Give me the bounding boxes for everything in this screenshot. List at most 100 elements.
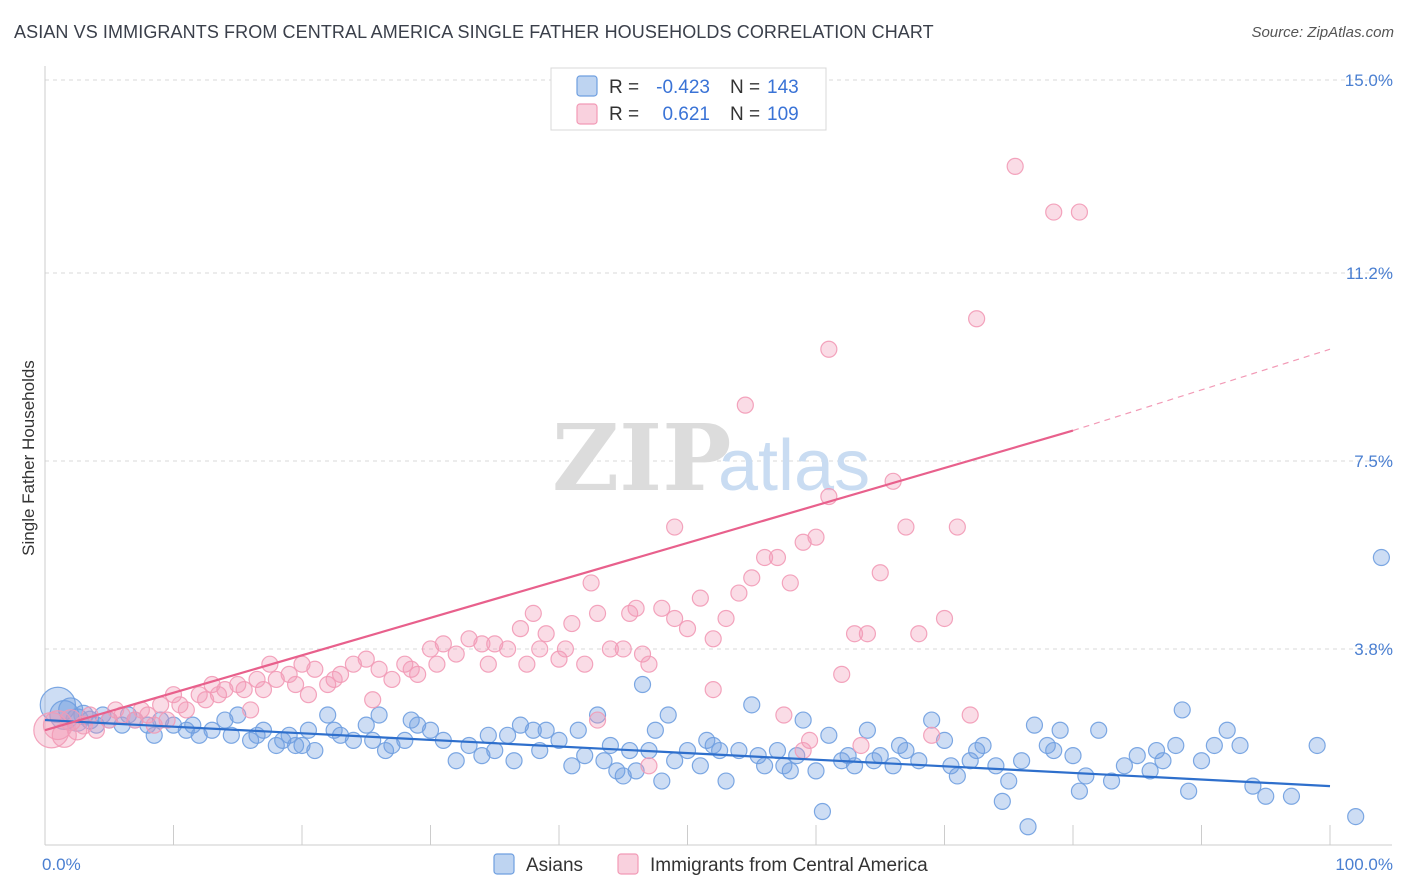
asians-point — [524, 721, 542, 739]
immigrants-point — [531, 640, 549, 658]
immigrants-point — [633, 645, 652, 663]
immigrants-point — [447, 645, 465, 663]
asians-point — [511, 716, 530, 734]
asians-point — [306, 741, 324, 760]
asians-point — [537, 721, 555, 739]
immigrants-point — [524, 604, 542, 623]
immigrants-point — [357, 650, 375, 668]
immigrants-point — [768, 548, 787, 567]
legend-label-immigrants: Immigrants from Central America — [650, 855, 928, 876]
asians-point — [1205, 736, 1223, 755]
asians-point — [807, 762, 825, 780]
immigrants-point — [833, 665, 851, 683]
asians-point — [479, 726, 497, 744]
immigrants-point — [897, 518, 915, 536]
grid-lines — [45, 79, 1392, 650]
asians-point — [229, 706, 247, 724]
asians-point — [1025, 716, 1044, 734]
legend-r-value: 0.621 — [662, 104, 710, 125]
asians-point — [974, 736, 992, 755]
asians-point — [646, 721, 664, 739]
asians-point — [1218, 721, 1236, 739]
asians-point — [357, 716, 375, 734]
immigrants-point — [704, 680, 722, 699]
immigrants-point — [139, 706, 157, 724]
immigrants-point — [370, 660, 388, 678]
immigrants-point — [640, 757, 658, 775]
immigrants-point — [743, 569, 761, 587]
y-axis-label: Single Father Households — [19, 360, 38, 556]
asians-point — [1064, 747, 1082, 765]
immigrants-point — [653, 599, 671, 617]
trend-lines — [44, 348, 1331, 788]
immigrants-point — [499, 640, 517, 658]
immigrants-point — [704, 630, 722, 648]
asians-point — [839, 747, 857, 765]
asians-point — [1147, 741, 1166, 760]
immigrants-point — [775, 706, 793, 724]
immigrants-point — [409, 665, 427, 683]
immigrants-point — [588, 604, 607, 623]
asians-point — [993, 792, 1011, 810]
immigrants-point — [518, 655, 536, 673]
asians-point — [1372, 548, 1391, 567]
asians-point — [1180, 782, 1198, 800]
asians-point — [319, 706, 337, 724]
immigrants-point — [473, 635, 491, 653]
asians-point — [588, 706, 607, 724]
legend-r-value: -0.423 — [656, 77, 710, 98]
asians-point — [1257, 787, 1275, 805]
asians-point — [286, 736, 305, 755]
immigrants-point — [306, 660, 324, 678]
axes — [44, 66, 1392, 846]
x-tick-label: 0.0% — [42, 855, 81, 874]
immigrants-point — [563, 614, 581, 633]
asians-point — [1045, 741, 1063, 760]
immigrants-point — [158, 711, 176, 729]
asians-point — [1308, 736, 1326, 755]
asians-point — [987, 757, 1005, 775]
asians-point — [768, 741, 787, 760]
asians-point — [473, 747, 491, 765]
y-tick-label: 11.2% — [1346, 264, 1393, 283]
x-tick-label: 100.0% — [1335, 855, 1393, 874]
series-legend: Asians Immigrants from Central America — [493, 853, 928, 876]
asians-point — [1012, 752, 1031, 770]
immigrants-point — [871, 564, 889, 582]
immigrants-point — [755, 548, 774, 567]
y-tick-label: 7.5% — [1354, 452, 1393, 471]
immigrants-point — [51, 722, 77, 748]
immigrants-point — [550, 650, 568, 668]
asians-point — [505, 752, 523, 770]
asians-trend-line — [44, 718, 1331, 788]
immigrants-point — [299, 686, 318, 704]
asians-point — [447, 752, 465, 770]
legend-label-asians: Asians — [526, 855, 583, 876]
asians-point — [678, 741, 697, 760]
asians-point — [563, 757, 581, 775]
asians-point — [595, 752, 613, 770]
asians-point — [633, 675, 652, 694]
immigrants-trend-extension — [1072, 348, 1331, 432]
immigrants-point — [935, 609, 954, 628]
asians-point — [1141, 762, 1159, 780]
immigrants-point — [331, 665, 350, 683]
asians-point — [717, 772, 735, 790]
asians-point — [1282, 787, 1301, 805]
immigrants-point — [177, 701, 195, 719]
asians-point — [1154, 752, 1172, 770]
asians-point — [421, 721, 440, 739]
immigrants-point — [582, 574, 600, 592]
asians-point — [1019, 818, 1037, 836]
asians-point — [691, 757, 709, 775]
immigrants-point — [537, 625, 555, 643]
asians-point — [755, 757, 774, 775]
immigrants-point — [428, 655, 446, 673]
immigrants-point — [968, 310, 986, 328]
immigrants-point — [691, 589, 709, 607]
immigrants-point — [852, 736, 870, 755]
immigrants-point — [235, 680, 253, 699]
asians-point — [396, 731, 414, 750]
immigrants-point — [845, 625, 864, 643]
asians-point — [1102, 772, 1121, 790]
